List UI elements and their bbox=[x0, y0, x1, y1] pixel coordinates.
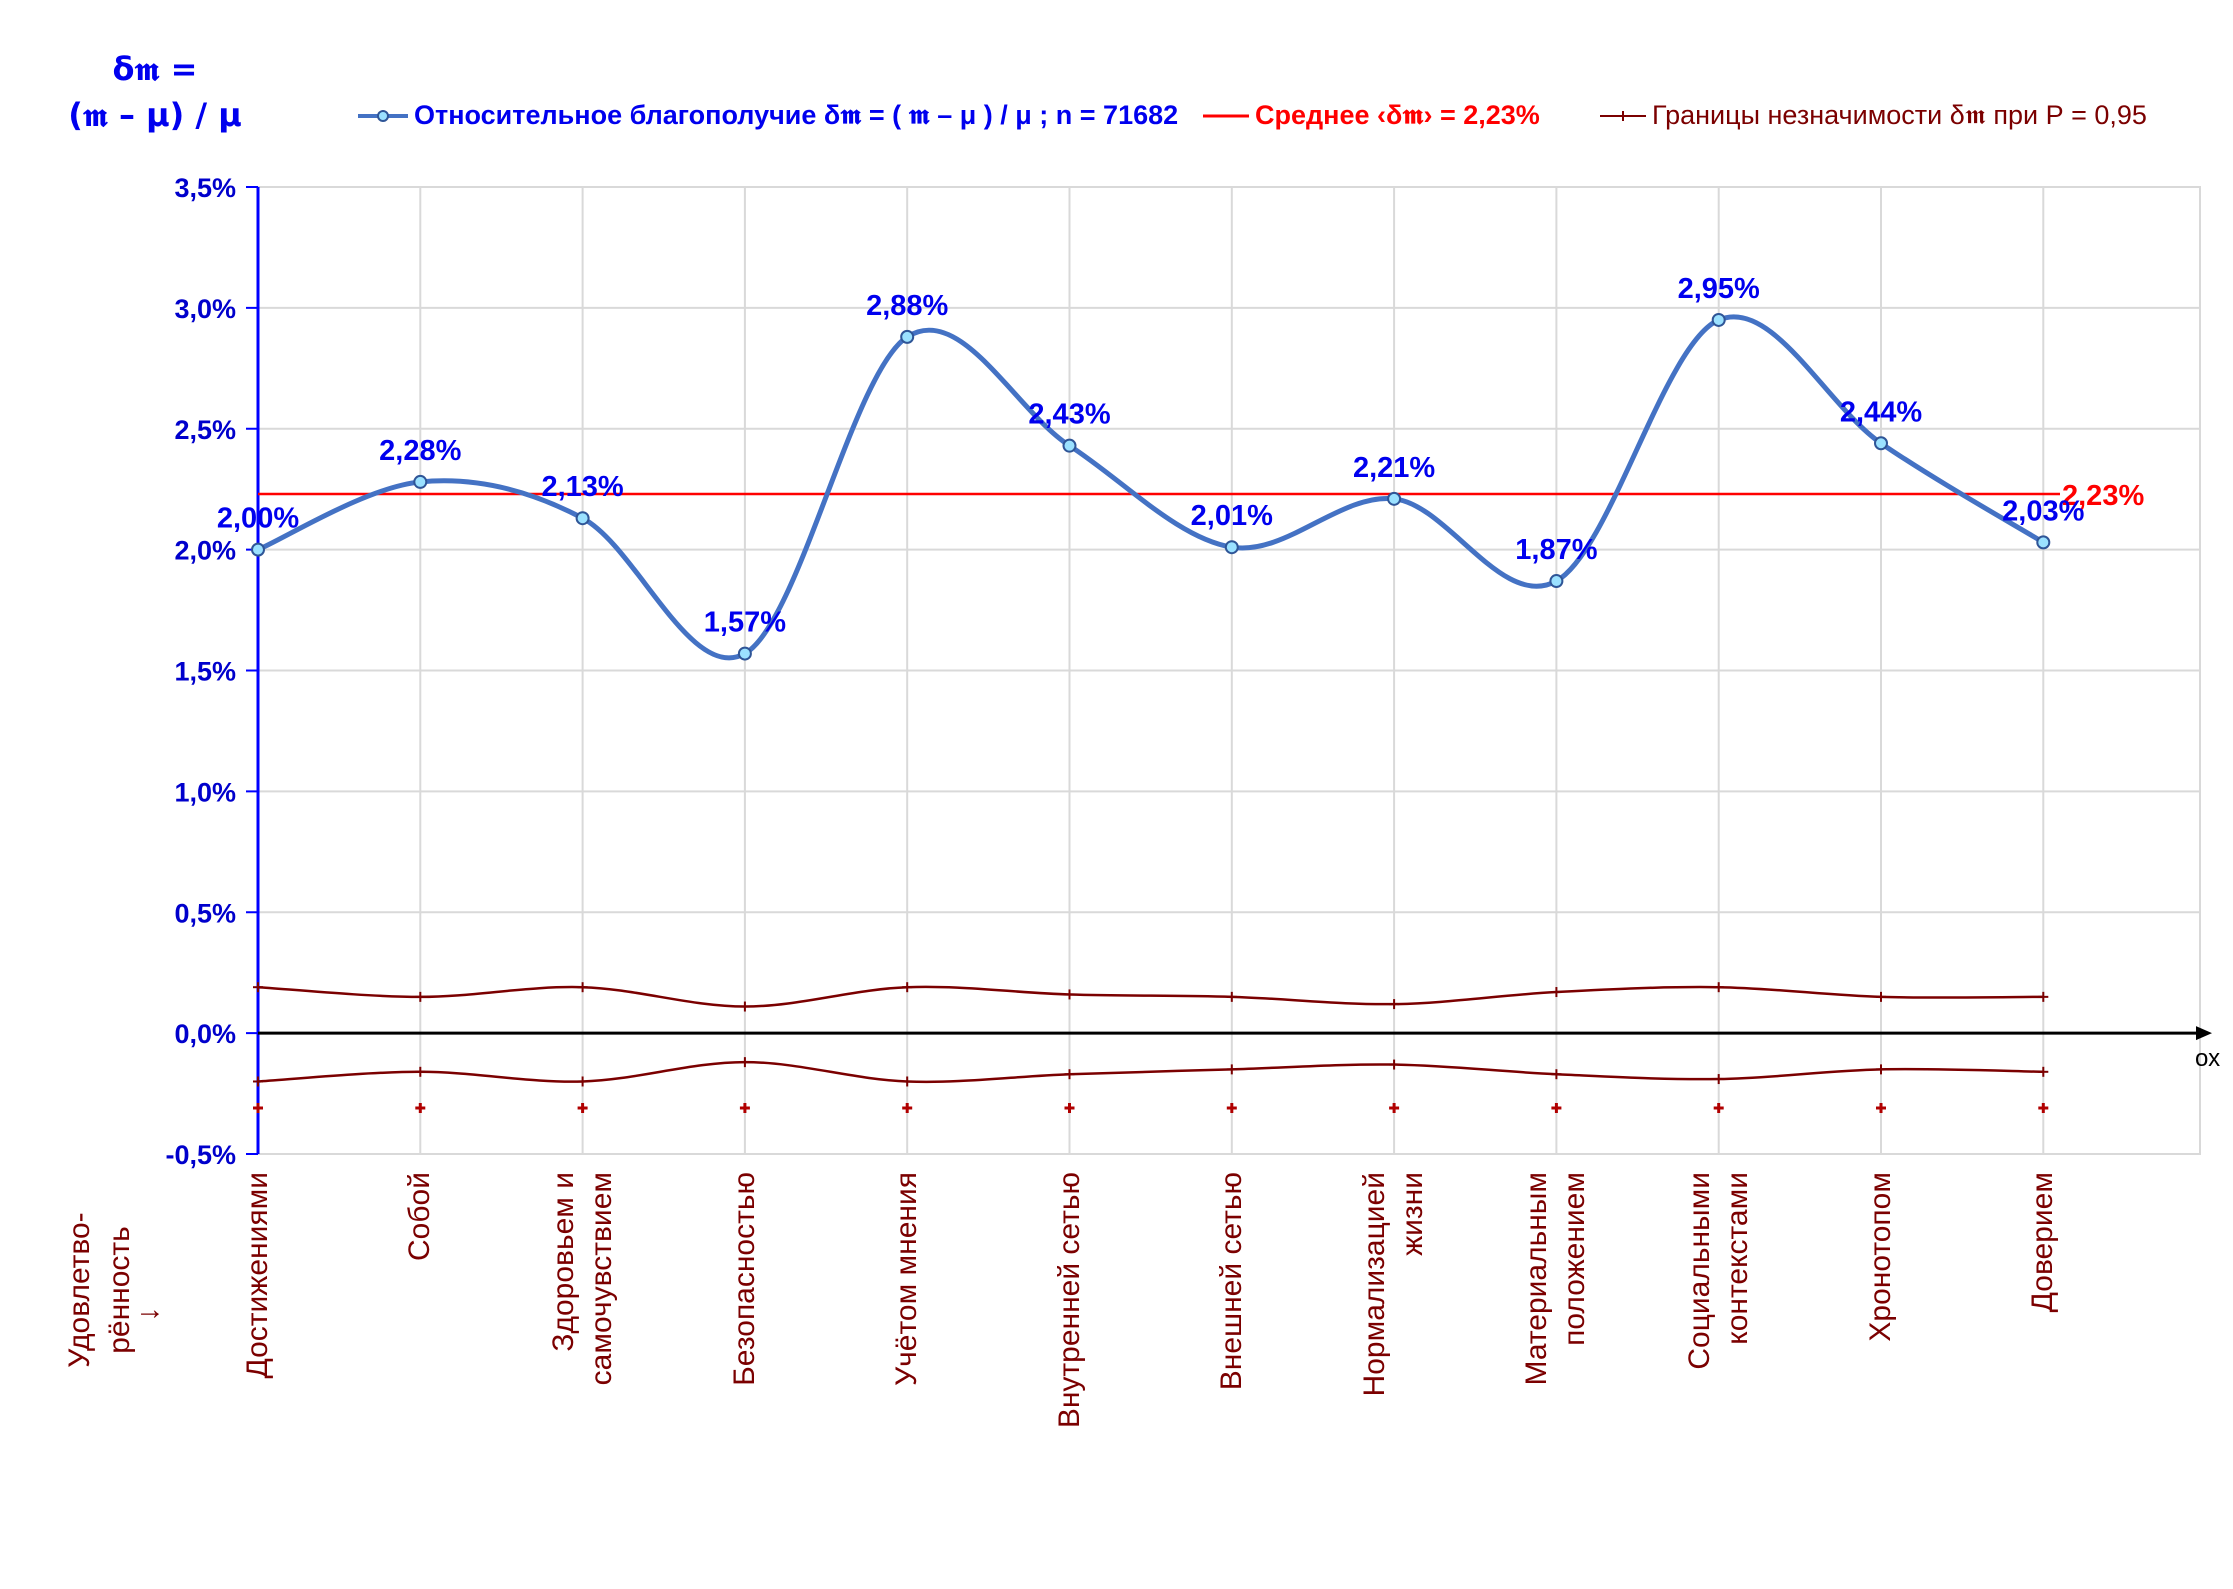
data-point bbox=[1387, 491, 1402, 506]
category-label-line: Внешней сетью bbox=[1214, 1172, 1248, 1391]
x-axis-name: ох bbox=[2195, 1045, 2221, 1072]
data-point bbox=[575, 511, 590, 526]
side-label: Удовлетво- рённость bbox=[60, 1150, 140, 1430]
y-tick-label: 2,0% bbox=[174, 536, 236, 566]
data-label: 2,28% bbox=[379, 435, 461, 467]
mean-data-label: 2,23% bbox=[2062, 480, 2144, 512]
side-label-line1: Удовлетво- bbox=[63, 1212, 96, 1368]
category-label: Внешней сетью bbox=[1213, 1172, 1251, 1472]
y-tick-label: 0,0% bbox=[174, 1019, 236, 1049]
category-label-line: Учётом мнения bbox=[890, 1172, 924, 1386]
y-tick-label: 1,5% bbox=[174, 657, 236, 687]
category-label: Собой bbox=[401, 1172, 439, 1472]
y-tick-label: 3,5% bbox=[174, 173, 236, 203]
y-tick-label: 3,0% bbox=[174, 294, 236, 324]
category-label: Нормализацией жизни bbox=[1356, 1172, 1432, 1472]
data-point bbox=[413, 474, 428, 489]
data-point bbox=[1711, 312, 1726, 327]
side-label-arrow: → bbox=[135, 1293, 165, 1326]
y-tick-label: 2,5% bbox=[174, 415, 236, 445]
legend-bounds: Границы незначимости δ𝖒 при Р = 0,95 bbox=[1600, 96, 2147, 136]
y-tick-label: -0,5% bbox=[165, 1140, 236, 1170]
y-tick-label: 0,5% bbox=[174, 898, 236, 928]
main-series-line bbox=[257, 314, 2045, 661]
bounds-line-lower bbox=[257, 1060, 2044, 1084]
x-axis-arrow bbox=[2196, 1026, 2212, 1041]
category-label-line: Доверием bbox=[2026, 1172, 2060, 1313]
category-label-line: Нормализацией bbox=[1358, 1172, 1392, 1397]
y-axis-title-line1: δ𝖒 = bbox=[112, 50, 198, 88]
category-label: Внутренней сетью bbox=[1051, 1172, 1089, 1472]
legend-main-label: Относительное благополучие δ𝖒 = ( 𝖒 – μ … bbox=[414, 100, 1179, 130]
legend-main-swatch bbox=[358, 110, 408, 122]
category-label-line: Социальными bbox=[1682, 1172, 1716, 1370]
category-label-line: Достижениями bbox=[241, 1172, 274, 1379]
legend-bounds-label: Границы незначимости δ𝖒 при Р = 0,95 bbox=[1652, 100, 2147, 130]
category-label: Доверием bbox=[2024, 1172, 2062, 1472]
category-label-line: контекстами bbox=[1720, 1172, 1754, 1345]
data-point bbox=[1549, 574, 1564, 589]
y-tick-label: 1,0% bbox=[174, 777, 236, 807]
category-label: Здоровьем и самочувствием bbox=[545, 1172, 621, 1472]
category-label-line: Безопасностью bbox=[727, 1172, 761, 1386]
data-label: 2,13% bbox=[541, 471, 623, 503]
category-label-line: Здоровьем и bbox=[546, 1172, 580, 1352]
legend-bounds-swatch bbox=[1600, 111, 1646, 121]
data-point bbox=[1874, 436, 1888, 451]
category-label: Безопасностью bbox=[726, 1172, 764, 1472]
y-axis-title-line2: (𝖒 – μ) / μ bbox=[68, 96, 242, 134]
category-label: Социальными контекстами bbox=[1681, 1172, 1757, 1472]
data-label: 2,43% bbox=[1028, 399, 1110, 431]
category-label-line: жизни bbox=[1396, 1172, 1430, 1256]
data-label: 2,03% bbox=[2002, 495, 2084, 527]
data-label: 2,00% bbox=[217, 503, 299, 535]
category-label: Учётом мнения bbox=[888, 1172, 926, 1472]
data-point bbox=[1062, 438, 1077, 453]
data-label: 1,87% bbox=[1515, 534, 1597, 566]
category-label: Хронотопом bbox=[1862, 1172, 1900, 1472]
data-point bbox=[900, 329, 915, 344]
category-label-line: положением bbox=[1558, 1172, 1592, 1346]
category-label-line: Материальным bbox=[1520, 1172, 1554, 1386]
legend-mean-label: Среднее ‹δ𝖒› = 2,23% bbox=[1255, 100, 1540, 130]
category-label-line: самочувствием bbox=[584, 1172, 618, 1386]
data-point bbox=[1224, 540, 1239, 555]
legend-mean-swatch bbox=[1203, 114, 1249, 118]
category-label-line: Хронотопом bbox=[1864, 1172, 1897, 1342]
data-point bbox=[2036, 535, 2051, 550]
data-label: 2,01% bbox=[1191, 500, 1273, 532]
data-label: 2,95% bbox=[1678, 273, 1760, 305]
y-axis-title: δ𝖒 = (𝖒 – μ) / μ bbox=[55, 46, 255, 138]
category-label: Достижениями bbox=[239, 1172, 277, 1472]
data-label: 2,88% bbox=[866, 290, 948, 322]
category-label-line: Собой bbox=[403, 1172, 437, 1261]
legend-mean: Среднее ‹δ𝖒› = 2,23% bbox=[1203, 96, 1540, 136]
data-label: 2,44% bbox=[1840, 396, 1922, 428]
data-point bbox=[251, 542, 265, 557]
legend-main: Относительное благополучие δ𝖒 = ( 𝖒 – μ … bbox=[358, 96, 1178, 136]
data-label: 2,21% bbox=[1353, 452, 1435, 484]
category-label: Материальным положением bbox=[1518, 1172, 1594, 1472]
bounds-line-upper bbox=[257, 985, 2044, 1008]
category-label-line: Внутренней сетью bbox=[1052, 1172, 1086, 1429]
data-point bbox=[737, 646, 752, 661]
data-label: 1,57% bbox=[704, 607, 786, 639]
